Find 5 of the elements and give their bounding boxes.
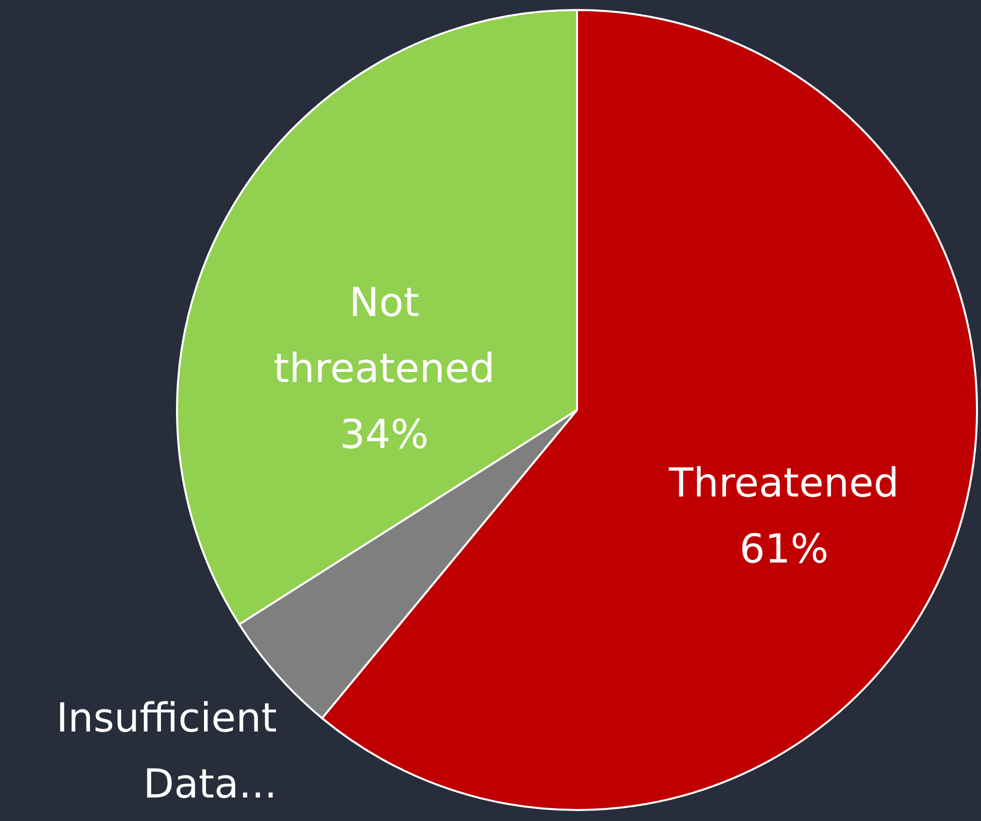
slice-label: Threatened	[668, 460, 900, 507]
data-label: 34%	[340, 412, 429, 458]
slice-label: Insufficient Data...	[56, 696, 277, 808]
slice-label: Not threatened	[274, 280, 495, 392]
data-label: 61%	[740, 526, 828, 573]
